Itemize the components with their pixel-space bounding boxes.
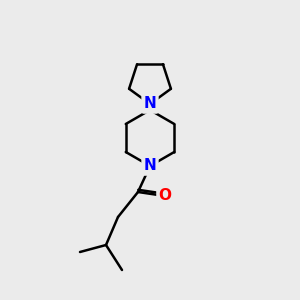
Text: N: N	[144, 158, 156, 173]
Text: O: O	[158, 188, 172, 203]
Text: N: N	[144, 97, 156, 112]
